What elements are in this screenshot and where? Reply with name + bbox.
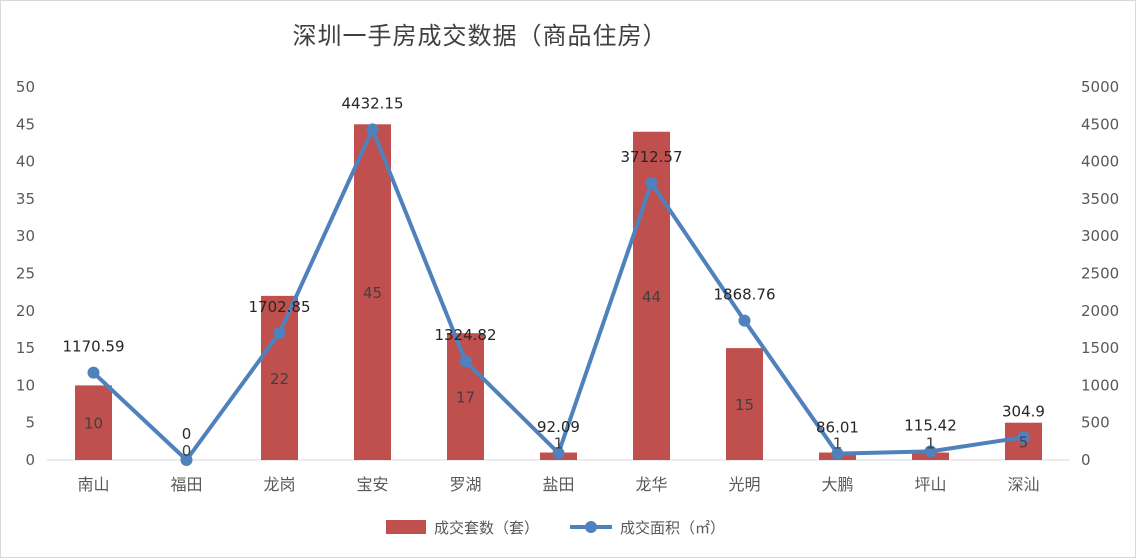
y-left-tick-label: 35 [16,190,35,208]
y-right-tick-label: 4000 [1081,153,1119,171]
line-point [459,355,472,368]
y-left-tick-label: 0 [25,451,35,469]
line-point [924,445,937,458]
x-tick-label: 深汕 [1007,475,1039,494]
y-right-tick-label: 2000 [1081,302,1119,320]
legend-label-bar: 成交套数（套） [434,519,539,537]
bar-data-label: 1 [926,435,936,453]
line-data-label: 1170.59 [62,338,124,356]
x-tick-label: 坪山 [914,475,946,494]
y-right-tick-label: 1000 [1081,376,1119,394]
line-data-label: 4432.15 [341,94,403,112]
x-tick-label: 龙华 [635,475,667,494]
line-data-label: 1702.85 [248,298,310,316]
y-left-tick-label: 50 [16,78,35,96]
line-point [273,326,286,339]
line-point [645,177,658,190]
line-data-label: 0 [182,425,192,443]
y-right-tick-label: 2500 [1081,265,1119,283]
legend-swatch-bar [386,520,426,534]
y-right-tick-label: 0 [1081,451,1091,469]
legend: 成交套数（套） 成交面积（㎡） [386,519,725,537]
bar-data-label: 1 [833,435,843,453]
line-point [831,447,844,460]
bar-series [75,124,1042,461]
bar-data-label: 0 [182,442,192,460]
y-left-tick-label: 45 [16,115,35,133]
line-data-label: 304.9 [1002,402,1045,420]
series-line [91,127,1026,462]
bar-data-label: 44 [642,288,661,306]
line-data-label: 86.01 [816,419,859,437]
bar-data-label: 1 [554,435,564,453]
y-left-tick-label: 15 [16,339,35,357]
line-data-label: 3712.57 [620,148,682,166]
line-series [87,123,1030,466]
bar [354,124,391,461]
chart-title: 深圳一手房成交数据（商品住房） [292,22,668,50]
x-tick-label: 大鹏 [821,475,853,494]
bar-data-label: 17 [456,389,475,407]
axes: 0510152025303540455005001000150020002500… [16,78,1119,494]
bar-data-label: 5 [1019,433,1029,451]
x-tick-label: 南山 [77,475,109,494]
line-point [1017,431,1030,444]
legend-label-line: 成交面积（㎡） [620,519,725,537]
x-tick-label: 光明 [728,475,760,494]
line-data-label: 115.42 [904,416,957,434]
bar [447,333,484,460]
y-left-tick-label: 10 [16,376,35,394]
bar-data-label: 10 [84,415,103,433]
bar-data-label: 15 [735,396,754,414]
bar [261,295,298,460]
y-left-tick-label: 20 [16,302,35,320]
line-point [738,314,751,327]
bar [726,348,763,460]
line-data-label: 1324.82 [434,326,496,344]
y-right-tick-label: 3000 [1081,227,1119,245]
y-right-tick-label: 5000 [1081,78,1119,96]
x-tick-label: 罗湖 [449,475,481,494]
line-point [180,454,193,466]
y-left-tick-label: 25 [16,265,35,283]
x-tick-label: 盐田 [542,475,574,494]
bar-data-label: 45 [363,284,382,302]
y-right-tick-label: 4500 [1081,115,1119,133]
y-right-tick-label: 3500 [1081,190,1119,208]
y-left-tick-label: 30 [16,227,35,245]
legend-marker-line [585,521,597,533]
x-tick-label: 宝安 [356,475,388,494]
y-left-tick-label: 5 [25,414,35,432]
line-point [87,366,100,379]
x-tick-label: 龙岗 [263,475,295,494]
y-left-tick-label: 40 [16,153,35,171]
line-data-label: 92.09 [537,418,580,436]
x-tick-label: 福田 [170,475,202,494]
y-right-tick-label: 500 [1081,414,1110,432]
bar [75,385,112,460]
line-point [366,123,379,136]
line-data-label: 1868.76 [713,286,775,304]
bar-data-label: 22 [270,370,289,388]
y-right-tick-label: 1500 [1081,339,1119,357]
line-point [552,447,565,460]
